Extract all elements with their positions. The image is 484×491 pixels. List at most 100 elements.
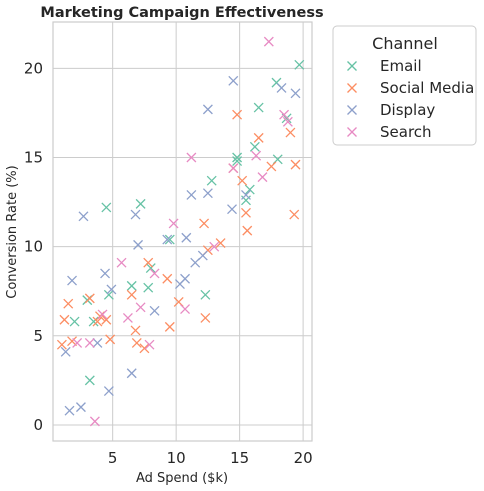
data-point-search — [72, 337, 83, 348]
data-point-search — [116, 257, 127, 268]
data-point-email — [101, 202, 112, 213]
data-point-email — [84, 375, 95, 386]
data-point-search — [168, 218, 179, 229]
legend-label: Display — [380, 101, 435, 119]
data-point-social-media — [199, 218, 210, 229]
legend-label: Social Media — [380, 79, 474, 97]
data-point-email — [232, 156, 243, 167]
data-point-social-media — [105, 334, 116, 345]
data-point-display — [126, 368, 137, 379]
data-point-email — [249, 141, 260, 152]
x-tick-label: 5 — [108, 449, 118, 467]
data-point-email — [103, 289, 114, 300]
data-point-display — [64, 405, 75, 416]
data-point-search — [144, 339, 155, 350]
data-point-email — [294, 59, 305, 70]
data-point-email — [200, 289, 211, 300]
data-point-search — [89, 416, 100, 427]
data-point-email — [69, 316, 80, 327]
data-point-search — [263, 36, 274, 47]
data-point-social-media — [290, 159, 301, 170]
data-point-display — [228, 75, 239, 86]
data-point-email — [88, 316, 99, 327]
y-axis-label: Conversion Rate (%) — [5, 165, 20, 298]
data-point-search — [122, 313, 133, 323]
data-point-email — [232, 152, 243, 163]
data-point-display — [186, 189, 197, 200]
data-point-social-media — [200, 313, 211, 323]
data-point-display — [180, 273, 190, 284]
y-tick-labels: 0 5 10 15 20 — [24, 59, 43, 434]
data-point-social-media — [253, 132, 264, 143]
y-tick-label: 20 — [24, 59, 43, 77]
data-point-email — [253, 102, 264, 113]
data-point-display — [106, 284, 117, 295]
data-point-display — [133, 239, 144, 250]
data-point-social-media — [59, 314, 70, 325]
legend-marker-search — [347, 127, 357, 137]
data-point-display — [75, 402, 86, 413]
data-point-display — [78, 211, 89, 222]
data-point-social-media — [84, 293, 95, 304]
data-point-social-media — [242, 225, 253, 236]
data-point-search — [149, 268, 160, 279]
plot-area — [53, 22, 312, 441]
y-tick-label: 15 — [24, 149, 43, 167]
y-tick-label: 5 — [33, 327, 43, 345]
data-point-display — [197, 250, 208, 261]
plot-frame — [52, 21, 313, 442]
data-point-search — [97, 309, 108, 320]
data-point-display — [162, 234, 173, 245]
x-tick-labels: 5 10 15 20 — [108, 449, 313, 467]
data-point-search — [135, 302, 146, 313]
data-point-social-media — [237, 175, 248, 186]
data-point-social-media — [143, 257, 154, 268]
data-point-search — [279, 109, 290, 120]
data-point-search — [84, 337, 95, 348]
data-point-social-media — [232, 109, 243, 120]
data-point-search — [257, 172, 268, 183]
legend-marker-email — [347, 61, 357, 71]
data-point-display — [276, 83, 287, 93]
data-point-social-media — [215, 238, 226, 249]
data-point-display — [92, 337, 103, 348]
data-point-display — [103, 386, 114, 397]
legend-marker-social-media — [347, 83, 357, 93]
data-point-social-media — [241, 207, 251, 218]
data-point-search — [228, 163, 239, 174]
data-point-social-media — [63, 298, 74, 309]
data-point-social-media — [92, 316, 103, 327]
data-point-social-media — [162, 273, 173, 284]
y-tick-label: 0 — [33, 416, 43, 434]
data-point-email — [126, 280, 137, 291]
data-point-social-media — [266, 161, 277, 172]
y-tick-label: 10 — [24, 238, 43, 256]
data-point-display — [181, 232, 192, 243]
data-point-display — [290, 88, 301, 99]
x-axis-label: Ad Spend ($k) — [136, 471, 228, 486]
data-point-search — [209, 241, 220, 252]
legend-label: Email — [380, 57, 422, 75]
legend-frame — [332, 25, 477, 146]
data-points — [56, 36, 305, 427]
data-point-display — [149, 305, 160, 316]
data-point-social-media — [289, 209, 300, 220]
data-point-social-media — [139, 343, 150, 354]
data-point-social-media — [131, 337, 142, 348]
legend-label: Search — [380, 123, 432, 141]
data-point-display — [202, 188, 213, 199]
data-point-display — [60, 346, 71, 357]
data-point-search — [251, 150, 262, 161]
legend-title: Channel — [372, 34, 438, 53]
chart-title: Marketing Campaign Effectiveness — [40, 5, 323, 21]
data-point-display — [130, 209, 141, 220]
x-tick-label: 15 — [230, 449, 249, 467]
data-point-social-media — [285, 127, 296, 138]
data-point-display — [202, 104, 213, 115]
legend: Channel Email Social Media Display Search — [332, 25, 477, 146]
data-point-email — [244, 184, 255, 195]
grid-lines — [53, 22, 312, 441]
data-point-search — [186, 152, 197, 163]
data-point-social-media — [101, 314, 112, 325]
